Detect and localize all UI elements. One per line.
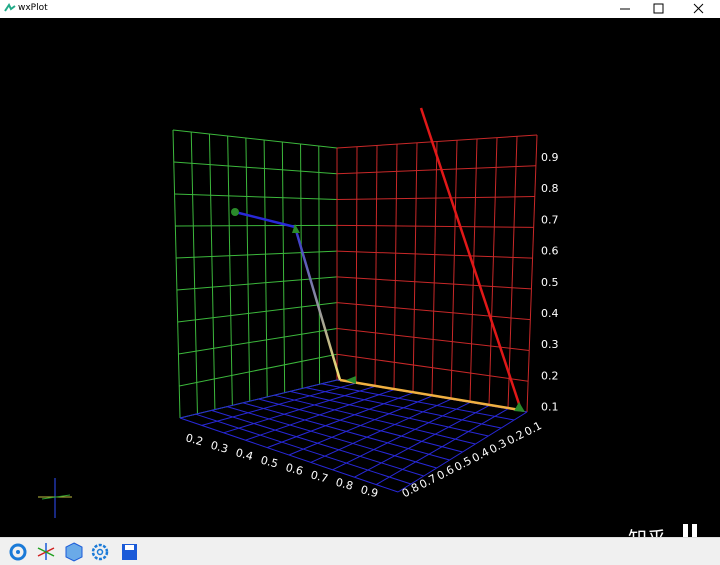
red-grid-line [431, 141, 438, 397]
z-tick-label: 0.2 [541, 369, 559, 382]
toolbar [0, 537, 720, 565]
watermark-stamp [692, 524, 697, 537]
arrowheads [231, 208, 525, 412]
window-controls [620, 3, 704, 14]
z-tick-label: 0.9 [541, 151, 559, 164]
red-grid-line [336, 276, 532, 290]
blue-grid-line [258, 398, 463, 453]
red-grid-line [336, 134, 538, 149]
red-grid-line [526, 134, 538, 413]
blue-grid-line [226, 406, 437, 469]
z-tick-label: 0.3 [541, 338, 559, 351]
red-grid-line [393, 144, 398, 390]
z-tick-label: 0.6 [541, 245, 559, 258]
red-grid-line [507, 136, 518, 409]
green-grid-line [300, 143, 303, 389]
blue-grid-line [179, 417, 399, 493]
view-button[interactable] [9, 543, 27, 561]
red-grid-line [336, 165, 536, 175]
x-tick-label: 0.9 [359, 483, 379, 500]
green-grid-line [227, 135, 233, 406]
gradient-segment [293, 226, 342, 381]
x-tick-label: 0.5 [259, 454, 279, 471]
x-tick-label: 0.4 [234, 446, 254, 463]
toolbar-icons [9, 542, 137, 562]
green-grid-line [178, 327, 338, 355]
plot-canvas: 0.9 0.8 0.7 0.6 0.5 0.4 0.3 0.2 0.1 0.2 0.3 0.4 0.5 0… [0, 18, 720, 537]
green-grid-line [176, 250, 338, 259]
red-grid-line [374, 145, 378, 387]
green-grid-line [177, 302, 338, 323]
red-grid-line [336, 327, 530, 351]
x-tick-label: 0.7 [309, 468, 329, 485]
green-grid-line [245, 137, 251, 402]
red-line [419, 107, 523, 411]
green-grid-line [190, 131, 198, 414]
axes-button[interactable] [37, 543, 55, 560]
green-grid-line [175, 224, 338, 227]
blue-grid-line [195, 413, 412, 485]
blue-grid-line [274, 394, 476, 445]
blue-grid-line [321, 383, 515, 421]
red-grid-line [450, 140, 458, 400]
blue-grid-line [242, 402, 450, 461]
red-grid-line [336, 250, 533, 259]
app-icon [4, 3, 16, 12]
watermark: 知乎 [628, 528, 666, 537]
green-grid-line [179, 353, 338, 387]
z-tick-label: 0.1 [541, 401, 559, 414]
x-tick-label: 0.2 [184, 431, 204, 448]
red-grid-line [336, 196, 535, 201]
red-grid-line [488, 137, 498, 406]
green-grid-line [318, 145, 321, 385]
x-tick-label: 0.6 [284, 461, 304, 478]
red-grid-line [469, 138, 478, 403]
green-grid-line [208, 133, 216, 410]
settings-button[interactable] [91, 543, 109, 561]
green-grid-line [263, 139, 268, 397]
blue-grid-line [211, 409, 424, 477]
orange-segment [339, 378, 521, 412]
red-grid-line [355, 146, 358, 384]
red-grid-line [412, 142, 418, 393]
axis-indicator [38, 478, 72, 518]
z-tick-label: 0.4 [541, 307, 559, 320]
maximize-button[interactable] [653, 3, 664, 14]
green-grid-line [172, 129, 338, 149]
save-button[interactable] [122, 544, 137, 560]
red-grid-line [336, 224, 534, 228]
green-grid-line [174, 193, 338, 201]
watermark-stamp [683, 524, 688, 537]
close-button[interactable] [693, 3, 704, 14]
green-grid-line [172, 129, 181, 419]
x-tick-label: 0.8 [334, 476, 354, 493]
green-grid-line [173, 161, 338, 175]
red-grid-line [336, 302, 531, 321]
z-tick-label: 0.7 [541, 213, 559, 226]
blue-grid-line [289, 390, 489, 437]
red-grid-line [336, 353, 529, 382]
z-tick-label: 0.5 [541, 276, 559, 289]
window-title: wxPlot [18, 3, 48, 13]
blue-segment [234, 210, 296, 229]
blue-grid-line [305, 387, 502, 429]
box-button[interactable] [65, 542, 83, 562]
x-tick-label: 0.3 [209, 439, 229, 456]
z-tick-label: 0.8 [541, 182, 559, 195]
title-bar: wxPlot [0, 0, 720, 18]
green-grid-line [281, 141, 286, 393]
